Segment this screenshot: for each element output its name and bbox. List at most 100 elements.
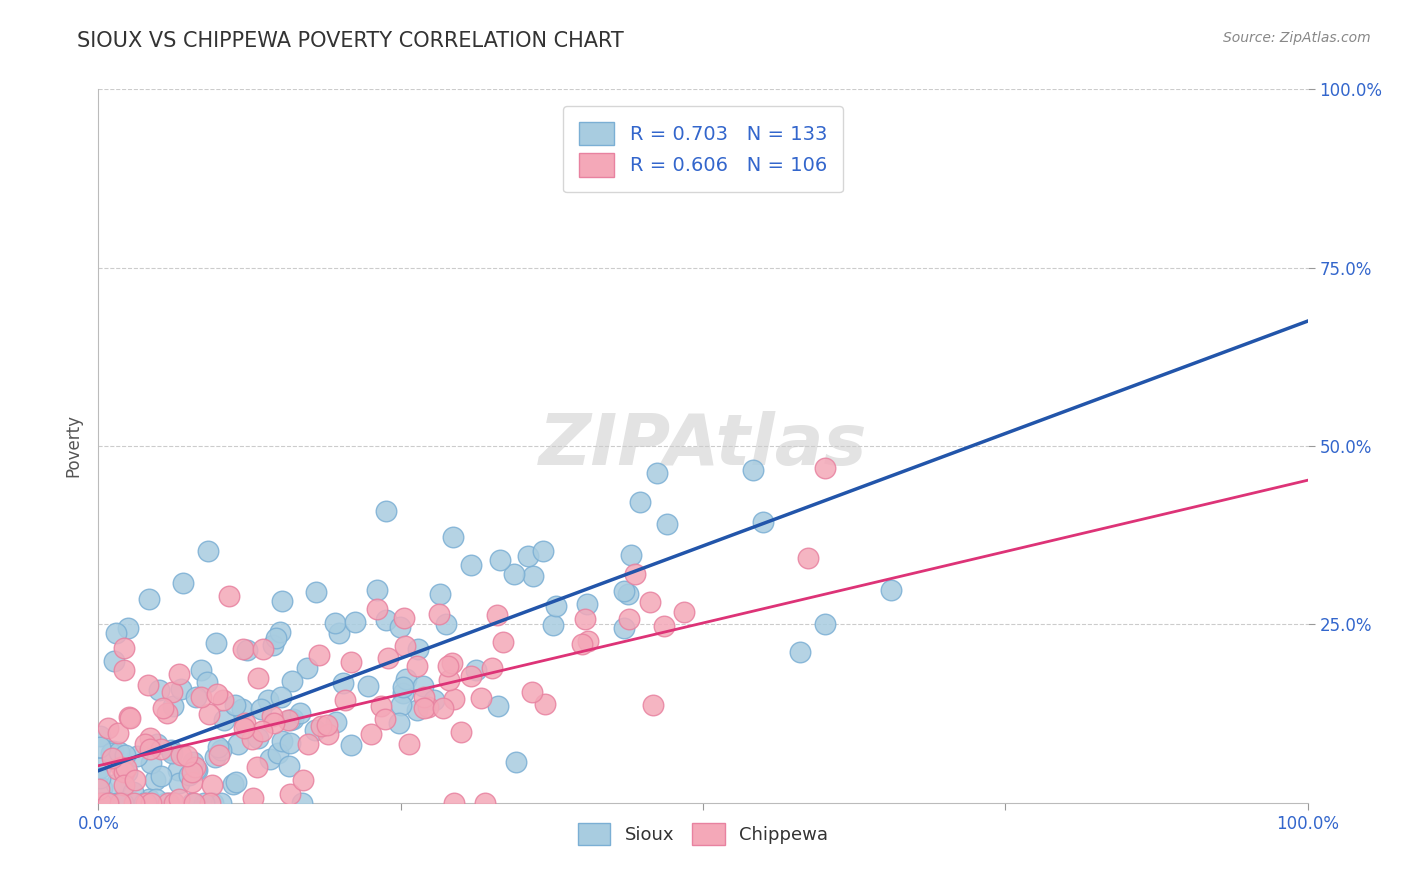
Point: [198, 796, 221, 810]
Point: [96, 796, 118, 810]
Point: [218, 590, 240, 604]
Text: SIOUX VS CHIPPEWA POVERTY CORRELATION CHART: SIOUX VS CHIPPEWA POVERTY CORRELATION CH…: [77, 31, 624, 51]
Point: [305, 585, 328, 599]
Point: [224, 698, 246, 712]
Point: [388, 620, 411, 634]
Point: [183, 796, 205, 810]
Point: [233, 716, 256, 731]
Point: [100, 751, 122, 765]
Point: [112, 778, 135, 792]
Point: [620, 548, 643, 562]
Point: [211, 692, 233, 706]
Point: [89, 771, 111, 785]
Point: [121, 785, 143, 799]
Point: [315, 718, 337, 732]
Point: [263, 716, 285, 731]
Point: [522, 569, 544, 583]
Point: [571, 637, 593, 651]
Point: [138, 592, 160, 607]
Point: [647, 466, 669, 480]
Point: [250, 723, 273, 738]
Point: [190, 664, 212, 678]
Point: [339, 655, 361, 669]
Point: [394, 672, 416, 686]
Point: [167, 666, 190, 681]
Point: [323, 615, 346, 630]
Point: [112, 796, 135, 810]
Point: [741, 463, 763, 477]
Point: [250, 702, 273, 716]
Point: [160, 746, 183, 760]
Point: [470, 691, 492, 706]
Point: [388, 716, 411, 731]
Point: [225, 775, 247, 789]
Point: [202, 796, 225, 810]
Point: [89, 739, 111, 754]
Point: [374, 504, 396, 518]
Point: [252, 641, 274, 656]
Point: [190, 690, 212, 705]
Point: [394, 611, 416, 625]
Point: [492, 635, 515, 649]
Point: [157, 796, 180, 810]
Point: [146, 737, 169, 751]
Point: [124, 772, 146, 787]
Point: [613, 621, 636, 635]
Point: [405, 658, 427, 673]
Point: [176, 749, 198, 764]
Point: [108, 745, 131, 759]
Point: [181, 775, 204, 789]
Point: [121, 796, 143, 810]
Point: [107, 726, 129, 740]
Point: [179, 768, 201, 782]
Point: [288, 706, 311, 721]
Point: [655, 517, 678, 532]
Point: [139, 796, 162, 810]
Point: [169, 747, 191, 762]
Point: [104, 626, 127, 640]
Point: [422, 693, 444, 707]
Point: [437, 673, 460, 687]
Point: [443, 692, 465, 706]
Point: [377, 650, 399, 665]
Point: [392, 680, 415, 694]
Point: [193, 796, 215, 810]
Point: [880, 582, 903, 597]
Point: [208, 747, 231, 762]
Point: [617, 586, 640, 600]
Point: [93, 796, 115, 810]
Point: [416, 700, 439, 714]
Point: [389, 698, 412, 712]
Point: [441, 657, 464, 671]
Point: [93, 796, 115, 810]
Point: [141, 756, 163, 771]
Point: [89, 796, 111, 810]
Point: [505, 755, 527, 769]
Point: [429, 587, 451, 601]
Point: [209, 743, 232, 757]
Point: [96, 796, 118, 810]
Point: [257, 693, 280, 707]
Point: [104, 777, 127, 791]
Point: [87, 781, 110, 796]
Point: [413, 700, 436, 714]
Point: [186, 763, 208, 777]
Point: [262, 639, 284, 653]
Point: [157, 796, 180, 810]
Point: [413, 690, 436, 704]
Point: [437, 659, 460, 673]
Point: [281, 712, 304, 726]
Point: [332, 675, 354, 690]
Point: [441, 530, 464, 544]
Point: [112, 764, 135, 779]
Point: [281, 674, 304, 689]
Point: [105, 762, 128, 776]
Point: [318, 727, 340, 741]
Point: [335, 693, 357, 707]
Point: [291, 796, 314, 810]
Point: [394, 640, 416, 654]
Point: [486, 699, 509, 714]
Point: [432, 700, 454, 714]
Point: [117, 621, 139, 635]
Point: [269, 625, 291, 640]
